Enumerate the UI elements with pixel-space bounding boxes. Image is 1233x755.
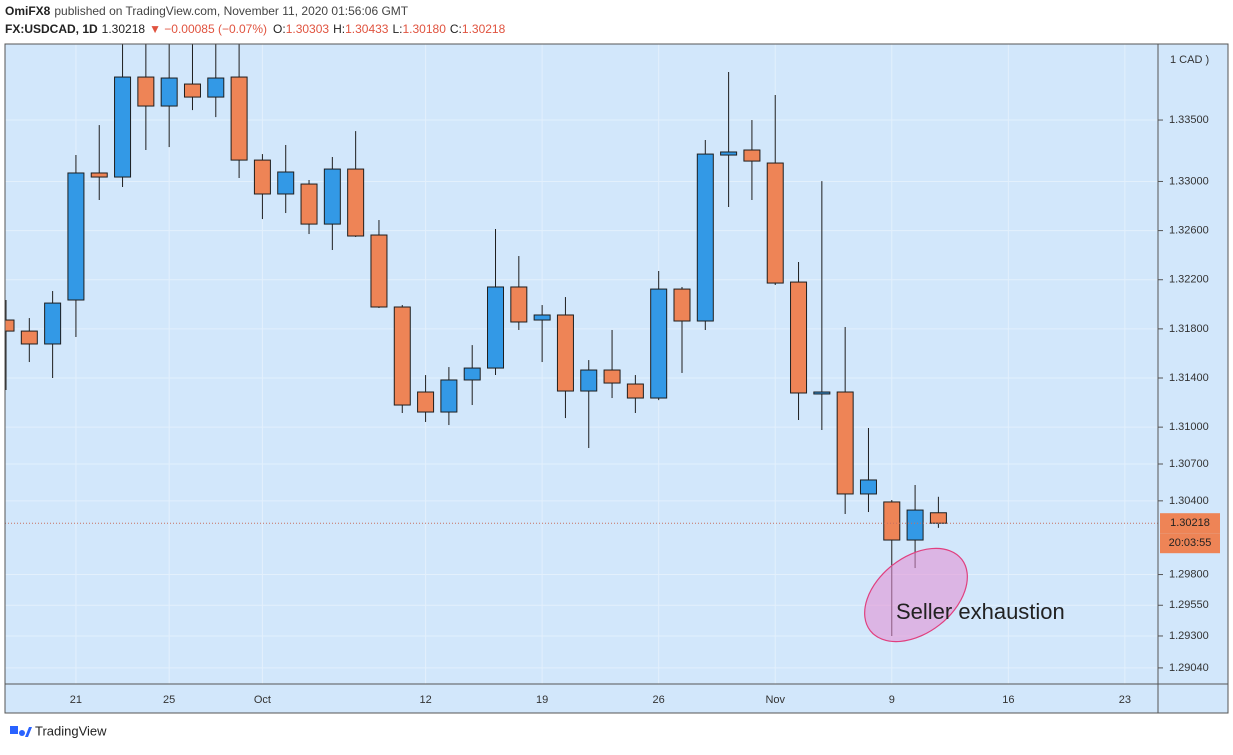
countdown-box	[1160, 533, 1220, 554]
candle-body	[533, 314, 551, 321]
candle-body	[790, 281, 808, 394]
y-tick-label: 1.30400	[1169, 495, 1209, 507]
last-price: 1.30218	[102, 22, 146, 36]
x-tick-label: 12	[419, 694, 431, 706]
candle-body	[183, 83, 201, 98]
candle-body	[67, 172, 85, 301]
candle-body	[207, 77, 225, 98]
candle-body	[556, 314, 574, 392]
candle-body	[347, 168, 365, 237]
candle-body	[230, 76, 248, 161]
last-price-label: 1.30218	[1170, 517, 1210, 529]
candle-body	[580, 369, 598, 392]
candle-body	[44, 302, 62, 345]
y-tick-label: 1.29040	[1169, 662, 1209, 674]
candle-body	[696, 153, 714, 322]
brand: TradingView	[35, 723, 107, 738]
candle-body	[137, 76, 155, 107]
x-tick-label: 16	[1002, 694, 1014, 706]
y-tick-label: 1.29550	[1169, 599, 1209, 611]
annotation: Seller exhaustion	[896, 599, 1065, 624]
candle-body	[393, 306, 411, 406]
y-tick-label: 1.31800	[1169, 323, 1209, 335]
ohlc-label: O:	[273, 22, 286, 36]
candle-body	[673, 288, 691, 322]
candle-body	[487, 286, 505, 369]
frame	[4, 43, 1229, 714]
y-tick-label: 1.30700	[1169, 458, 1209, 470]
axes: 1.29040 1.29300 1.29550 1.29800 1.30400 1.307…	[70, 114, 1220, 706]
candle-body	[626, 383, 644, 399]
ohlc-label: H:	[333, 22, 345, 36]
candle-body	[906, 509, 924, 541]
candle-body	[5, 319, 15, 332]
candle-body	[440, 379, 458, 413]
candle-body	[859, 479, 877, 495]
x-tick-label: Nov	[765, 694, 785, 706]
candle-body	[463, 367, 481, 381]
brand-logo	[10, 726, 32, 737]
header-line-2: FX:USDCAD, 1D 1.30218 ▼ −0.00085 (−0.07%) O…	[5, 22, 506, 36]
y-tick-label: 1.31400	[1169, 372, 1209, 384]
grid	[5, 44, 1158, 684]
plot-background	[5, 44, 1158, 684]
x-tick-label: 23	[1119, 694, 1131, 706]
time-axis-background	[5, 684, 1228, 713]
ohlc-value: 1.30303	[286, 22, 330, 36]
candle-body	[277, 171, 295, 195]
candle-body	[114, 76, 132, 178]
candle-body	[300, 183, 318, 225]
published: published on TradingView.com, November 1…	[54, 4, 408, 18]
author: OmiFX8	[5, 4, 51, 18]
x-tick-label: 9	[889, 694, 895, 706]
candle-body	[720, 151, 738, 156]
price-axis-background	[1158, 44, 1228, 684]
ohlc-value: 1.30433	[345, 22, 389, 36]
x-tick-label: 26	[653, 694, 665, 706]
x-tick-label: 21	[70, 694, 82, 706]
countdown: 20:03:55	[1169, 537, 1212, 549]
y-tick-label: 1.31000	[1169, 421, 1209, 433]
symbol: FX:USDCAD, 1D	[5, 22, 98, 36]
ohlc-value: 1.30180	[403, 22, 447, 36]
candle-body	[510, 286, 528, 323]
candle-body	[253, 159, 271, 195]
x-tick-label: 19	[536, 694, 548, 706]
candle-body	[836, 391, 854, 495]
candle-body	[417, 391, 435, 413]
header-line-1: OmiFX8 published on TradingView.com, Nove…	[5, 4, 409, 18]
candle-body	[160, 77, 178, 107]
candle-body	[929, 512, 947, 524]
candle-body	[883, 501, 901, 541]
y-tick-label: 1.29800	[1169, 568, 1209, 580]
y-tick-label: 1.33500	[1169, 114, 1209, 126]
x-tick-label: Oct	[254, 694, 271, 706]
ohlc-label: C:	[450, 22, 462, 36]
y-tick-label: 1.32600	[1169, 225, 1209, 237]
y-tick-label: 1.33000	[1169, 175, 1209, 187]
candle-body	[766, 162, 784, 284]
candle-body	[650, 288, 668, 399]
change: ▼ −0.00085 (−0.07%)	[149, 22, 267, 36]
candle-body	[20, 330, 38, 345]
candle-body	[90, 172, 108, 178]
highlight-ellipse	[864, 547, 968, 643]
y-tick-label: 1.32200	[1169, 274, 1209, 286]
candle-body	[323, 168, 341, 225]
candle-body	[370, 234, 388, 308]
x-tick-label: 25	[163, 694, 175, 706]
candle-body	[603, 369, 621, 384]
y-tick-label: 1.29300	[1169, 630, 1209, 642]
candle-body	[743, 149, 761, 162]
ohlc-label: L:	[392, 22, 402, 36]
axis-unit: 1 CAD )	[1170, 54, 1209, 66]
candles	[5, 44, 1158, 636]
candle-body	[813, 391, 831, 395]
ohlc-value: 1.30218	[462, 22, 506, 36]
last-price-box	[1160, 513, 1220, 534]
